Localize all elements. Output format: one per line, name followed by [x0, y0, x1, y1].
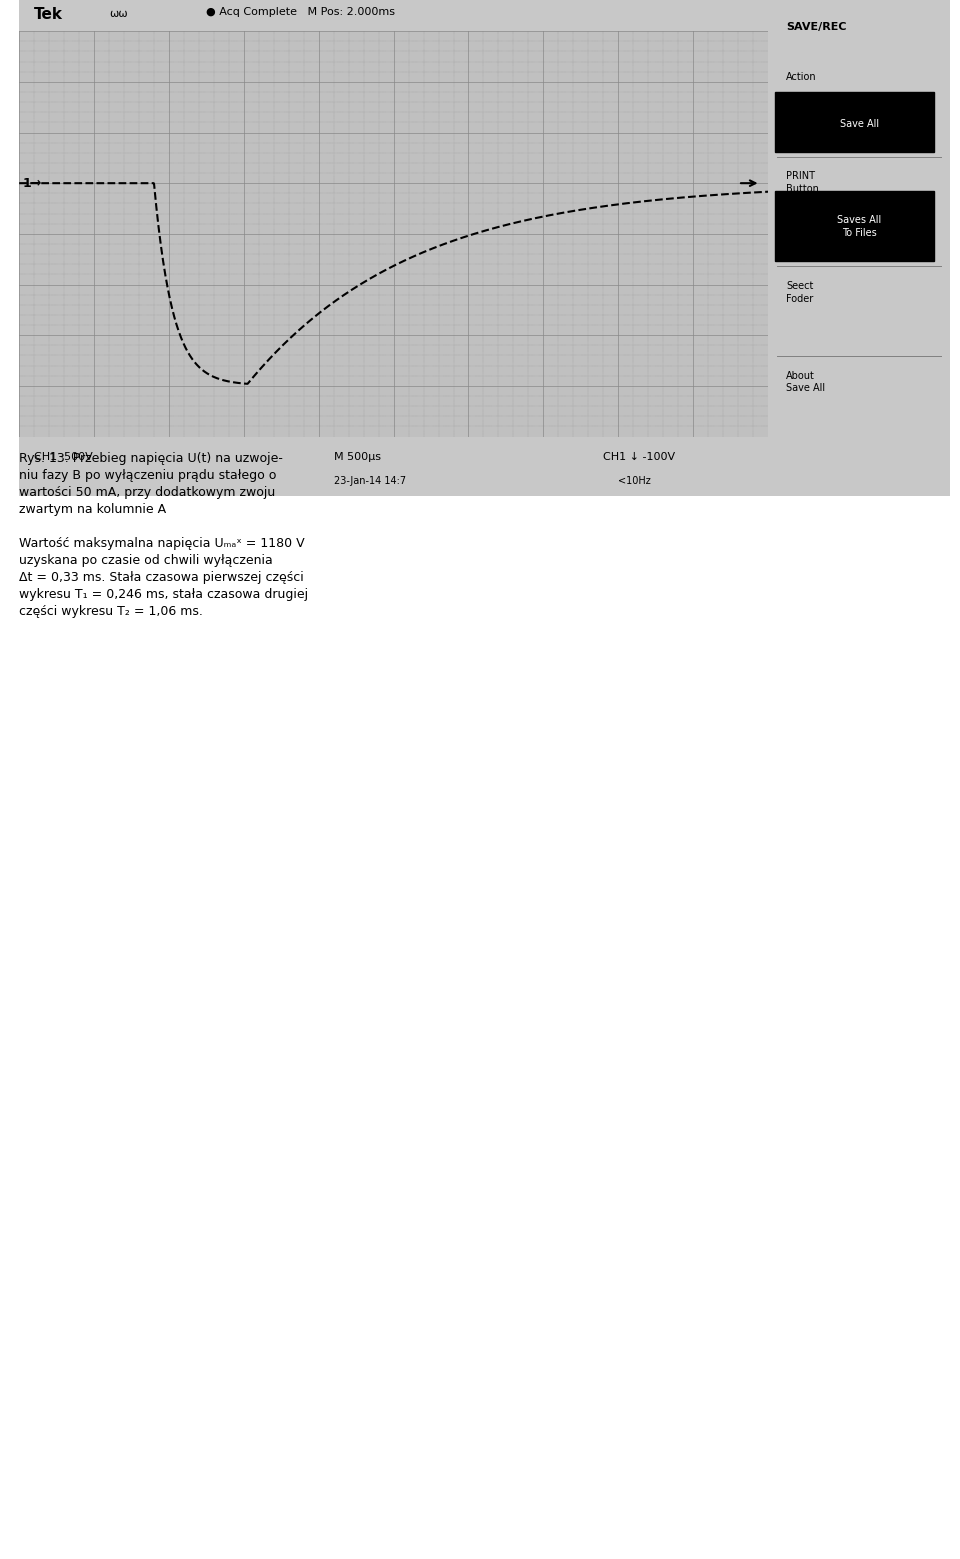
Text: Seect
Foder: Seect Foder — [786, 281, 814, 304]
Text: SAVE/REC: SAVE/REC — [786, 22, 847, 31]
Text: Action: Action — [786, 72, 817, 81]
Text: Tek: Tek — [35, 6, 63, 22]
FancyBboxPatch shape — [776, 92, 934, 151]
Text: <10Hz: <10Hz — [618, 475, 651, 486]
Text: ⍵⍵: ⍵⍵ — [109, 9, 128, 19]
Text: PRINT
Button: PRINT Button — [786, 171, 819, 193]
Text: 1→: 1→ — [23, 176, 42, 190]
Text: Saves All
To Files: Saves All To Files — [837, 215, 881, 237]
Text: ● Acq Complete   M Pos: 2.000ms: ● Acq Complete M Pos: 2.000ms — [206, 8, 396, 17]
Text: CH1  500V: CH1 500V — [35, 452, 93, 463]
Text: M 500μs: M 500μs — [334, 452, 381, 463]
Text: Save All: Save All — [840, 118, 878, 129]
Text: 23-Jan-14 14:7: 23-Jan-14 14:7 — [334, 475, 406, 486]
Text: CH1 ↓ -100V: CH1 ↓ -100V — [603, 452, 676, 463]
FancyBboxPatch shape — [776, 192, 934, 262]
Text: Rys. 13. Przebieg napięcia U(t) na uzwoje-
niu fazy B po wyłączeniu prądu stałeg: Rys. 13. Przebieg napięcia U(t) na uzwoj… — [19, 452, 308, 617]
Text: About
Save All: About Save All — [786, 371, 826, 393]
